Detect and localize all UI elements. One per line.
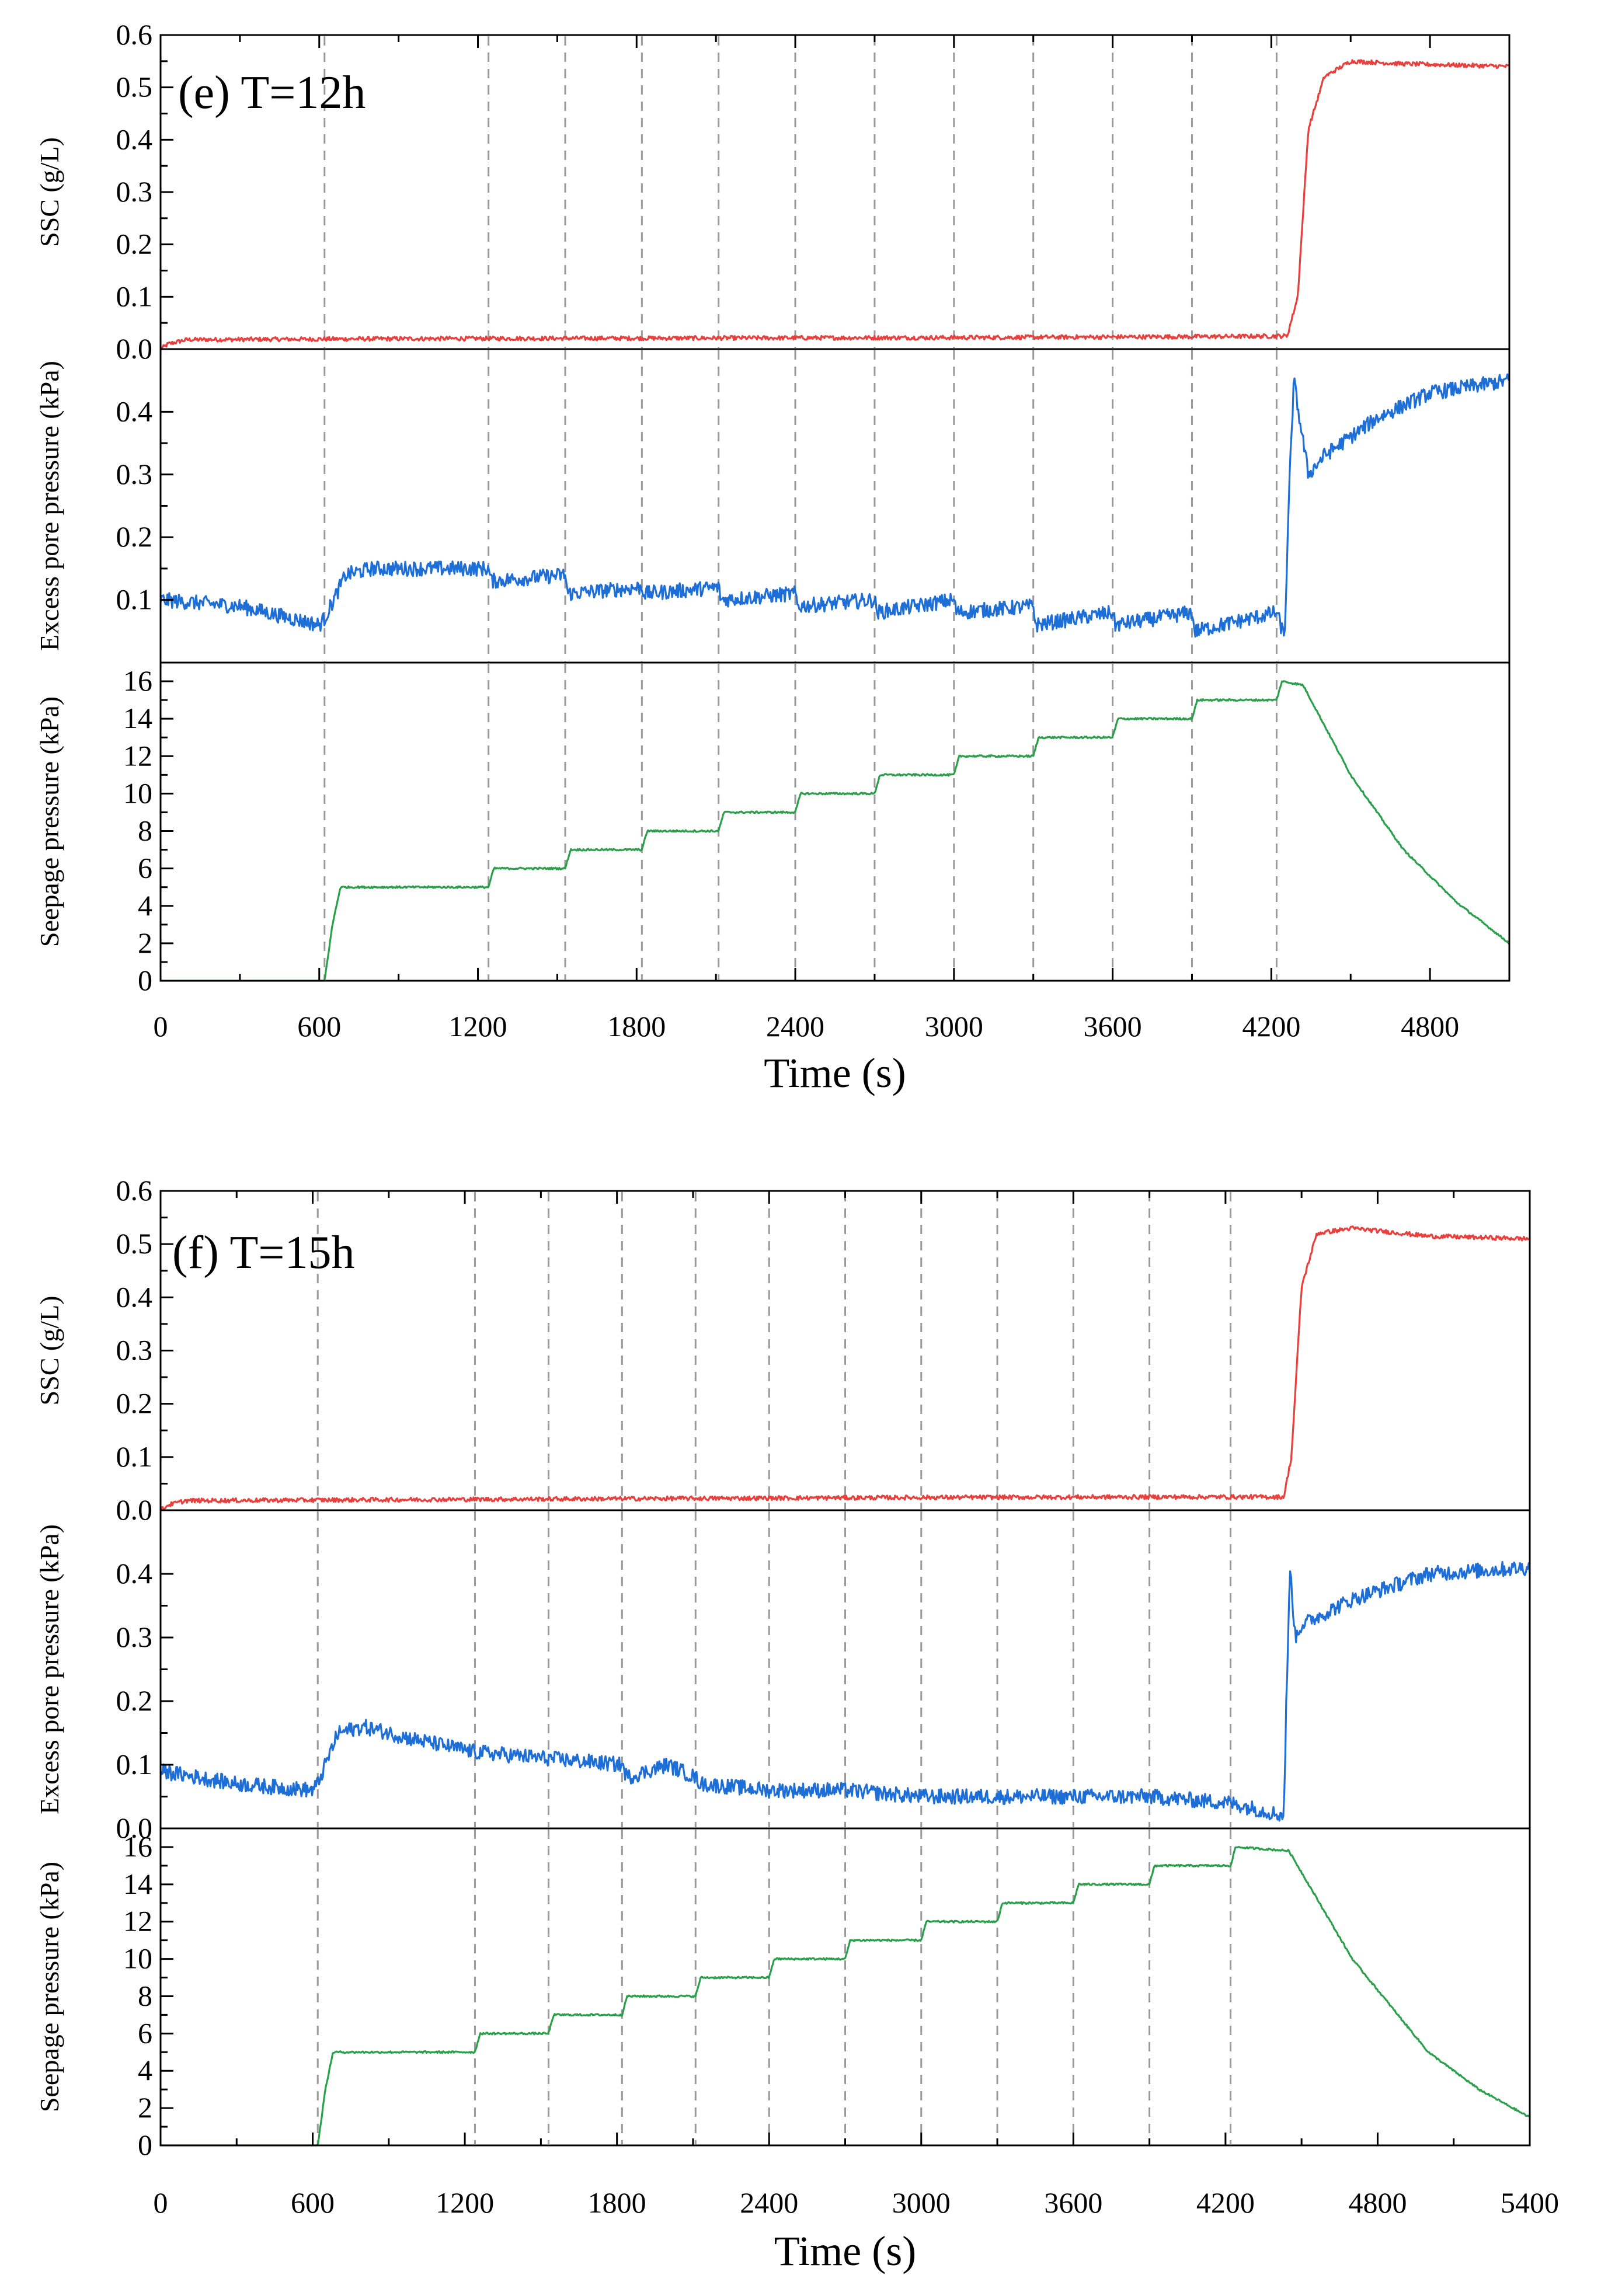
y-tick-label: 0.0 xyxy=(116,1493,153,1526)
y-tick-label: 0.4 xyxy=(116,395,153,427)
x-axis-title: Time (s) xyxy=(764,1050,906,1096)
x-tick-label: 3600 xyxy=(1084,1010,1142,1043)
y-tick-label: 0.2 xyxy=(116,520,153,553)
excess-subplot-frame xyxy=(159,348,1510,664)
y-tick-label: 10 xyxy=(123,1942,152,1975)
y-tick-label: 0.4 xyxy=(116,1557,153,1590)
y-tick-label: 14 xyxy=(123,1868,152,1900)
x-tick-label: 4800 xyxy=(1401,1010,1459,1043)
y-tick-label: 0.3 xyxy=(116,1334,153,1367)
y-tick-label: 6 xyxy=(138,2016,152,2049)
x-tick-label: 3000 xyxy=(892,2186,951,2219)
x-tick-label: 3000 xyxy=(925,1010,983,1043)
y-tick-label: 0.2 xyxy=(116,1387,153,1420)
x-tick-label: 0 xyxy=(154,1010,168,1043)
y-tick-label: 4 xyxy=(138,2054,152,2086)
y-tick-label: 0.2 xyxy=(116,1684,153,1717)
y-tick-label: 14 xyxy=(123,702,152,734)
y-tick-label: 0.3 xyxy=(116,1621,153,1653)
seepage-y-axis-title: Seepage pressure (kPa) xyxy=(34,1862,64,2112)
y-tick-label: 0.3 xyxy=(116,175,153,208)
y-tick-label: 0.4 xyxy=(116,123,153,155)
x-tick-label: 1800 xyxy=(607,1010,666,1043)
y-tick-label: 6 xyxy=(138,852,152,884)
x-tick-label: 600 xyxy=(297,1010,341,1043)
excess-y-axis-title: Excess pore pressure (kPa) xyxy=(34,361,64,651)
seepage-series-line xyxy=(161,680,1510,982)
x-tick-label: 1800 xyxy=(588,2186,646,2219)
y-tick-label: 2 xyxy=(138,926,152,959)
y-tick-label: 8 xyxy=(138,1979,152,2012)
y-tick-label: 16 xyxy=(123,664,152,697)
y-tick-label: 8 xyxy=(138,814,152,847)
y-tick-label: 0.1 xyxy=(116,1440,153,1473)
excess-series-line xyxy=(159,1560,1531,1822)
x-tick-label: 0 xyxy=(154,2186,168,2219)
y-tick-label: 0.6 xyxy=(116,18,153,51)
y-tick-label: 0.0 xyxy=(116,332,153,365)
ssc-y-axis-title: SSC (g/L) xyxy=(34,137,64,247)
x-tick-label: 4200 xyxy=(1196,2186,1255,2219)
y-tick-label: 0.4 xyxy=(116,1280,153,1313)
ssc-y-axis-title: SSC (g/L) xyxy=(34,1296,64,1406)
excess-series-line xyxy=(159,373,1510,638)
y-tick-label: 0.2 xyxy=(116,228,153,260)
x-tick-label: 5400 xyxy=(1501,2186,1559,2219)
ssc-series-line xyxy=(159,1225,1530,1510)
x-tick-label: 1200 xyxy=(449,1010,507,1043)
ssc-series-line xyxy=(160,59,1509,350)
y-tick-label: 0.1 xyxy=(116,280,153,312)
y-tick-label: 0.5 xyxy=(116,71,153,103)
panel-e: 0.0 0.1 0.2 0.3 0.4 0.5 0.6 SSC (g/L) 0.1 0.2 0.3 0… xyxy=(34,18,1510,1096)
x-axis-title: Time (s) xyxy=(774,2228,916,2274)
y-tick-label: 10 xyxy=(123,776,152,809)
x-tick-label: 600 xyxy=(291,2186,335,2219)
y-tick-label: 0.3 xyxy=(116,458,153,490)
y-tick-label: 16 xyxy=(123,1830,152,1863)
y-tick-label: 0 xyxy=(138,2128,152,2161)
x-tick-label: 4200 xyxy=(1242,1010,1300,1043)
y-tick-label: 4 xyxy=(138,889,152,922)
y-tick-label: 0.1 xyxy=(116,1748,153,1781)
y-tick-label: 0.0 xyxy=(116,1811,153,1844)
seepage-series-line xyxy=(161,1846,1530,2147)
x-tick-label: 3600 xyxy=(1044,2186,1102,2219)
panel-f: 0.0 0.1 0.2 0.3 0.4 0.5 0.6 SSC (g/L) 0.0 0.1 0.2 0… xyxy=(34,1174,1559,2274)
y-tick-label: 0 xyxy=(138,964,152,997)
y-tick-label: 12 xyxy=(123,739,152,772)
x-tick-label: 1200 xyxy=(436,2186,494,2219)
x-tick-label: 4800 xyxy=(1348,2186,1407,2219)
y-tick-label: 12 xyxy=(123,1905,152,1938)
y-tick-label: 2 xyxy=(138,2091,152,2124)
y-tick-label: 0.5 xyxy=(116,1227,153,1260)
x-tick-label: 2400 xyxy=(740,2186,798,2219)
panel-label: (e) T=12h xyxy=(178,67,366,119)
panel-label: (f) T=15h xyxy=(172,1227,354,1278)
y-tick-label: 0.6 xyxy=(116,1174,153,1207)
seepage-subplot-frame xyxy=(159,661,1510,982)
y-tick-label: 0.1 xyxy=(116,583,153,616)
x-tick-label: 2400 xyxy=(766,1010,824,1043)
seepage-y-axis-title: Seepage pressure (kPa) xyxy=(34,696,64,947)
excess-y-axis-title: Excess pore pressure (kPa) xyxy=(34,1524,64,1814)
